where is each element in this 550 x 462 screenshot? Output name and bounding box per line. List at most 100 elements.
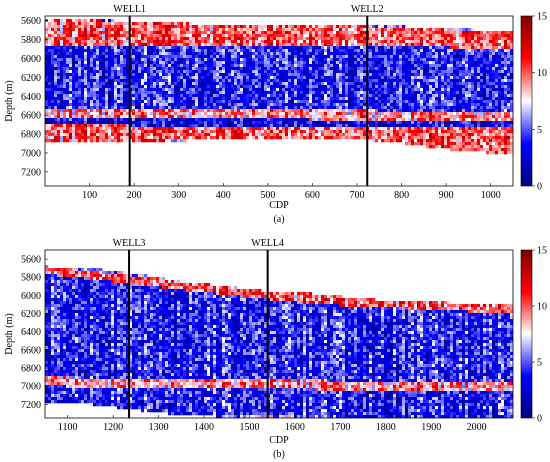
section-cell: [153, 55, 157, 59]
section-cell: [372, 100, 376, 104]
section-cell: [174, 139, 178, 143]
section-cell: [180, 85, 184, 89]
section-cell: [270, 127, 274, 131]
section-cell: [327, 70, 331, 74]
section-cell: [333, 76, 337, 80]
section-cell: [102, 124, 106, 128]
section-cell: [363, 82, 367, 86]
section-cell: [120, 22, 124, 26]
section-cell: [315, 52, 319, 56]
section-cell: [384, 46, 388, 50]
section-cell: [111, 37, 115, 41]
section-cell: [324, 106, 328, 110]
section-cell: [204, 127, 208, 131]
section-cell: [234, 133, 238, 137]
section-cell: [243, 127, 247, 131]
section-cell: [207, 43, 211, 47]
section-cell: [414, 103, 418, 107]
section-cell: [285, 127, 289, 131]
section-cell: [45, 43, 49, 47]
section-cell: [252, 130, 256, 134]
section-cell: [117, 34, 121, 38]
section-cell: [243, 64, 247, 68]
section-cell: [126, 49, 130, 53]
section-cell: [309, 136, 313, 140]
section-cell: [174, 106, 178, 110]
section-cell: [162, 34, 166, 38]
section-cell: [207, 136, 211, 140]
section-cell: [165, 139, 169, 143]
section-cell: [141, 136, 145, 140]
section-cell: [318, 115, 322, 119]
section-cell: [390, 94, 394, 98]
section-cell: [57, 79, 61, 83]
section-cell: [318, 124, 322, 128]
section-cell: [345, 31, 349, 35]
section-cell: [225, 112, 229, 116]
section-cell: [387, 49, 391, 53]
section-cell: [384, 121, 388, 125]
section-cell: [360, 106, 364, 110]
section-cell: [264, 40, 268, 44]
section-cell: [210, 28, 214, 32]
section-cell: [156, 37, 160, 41]
section-cell: [135, 97, 139, 101]
section-cell: [48, 46, 52, 50]
section-cell: [210, 97, 214, 101]
section-cell: [57, 67, 61, 71]
section-cell: [354, 31, 358, 35]
section-cell: [360, 133, 364, 137]
section-cell: [372, 46, 376, 50]
section-cell: [195, 25, 199, 29]
section-cell: [417, 97, 421, 101]
section-cell: [99, 58, 103, 62]
section-cell: [72, 73, 76, 77]
section-cell: [183, 43, 187, 47]
section-cell: [264, 55, 268, 59]
section-cell: [225, 103, 229, 107]
section-cell: [339, 121, 343, 125]
section-cell: [426, 64, 430, 68]
section-cell: [345, 64, 349, 68]
section-cell: [282, 43, 286, 47]
section-cell: [69, 67, 73, 71]
section-cell: [132, 118, 136, 122]
section-cell: [81, 91, 85, 95]
section-cell: [348, 52, 352, 56]
section-cell: [219, 79, 223, 83]
section-cell: [306, 58, 310, 62]
section-cell: [99, 106, 103, 110]
section-cell: [381, 106, 385, 110]
section-cell: [159, 64, 163, 68]
section-cell: [291, 100, 295, 104]
section-cell: [138, 136, 142, 140]
section-cell: [171, 124, 175, 128]
section-cell: [162, 106, 166, 110]
section-cell: [54, 91, 58, 95]
section-cell: [348, 94, 352, 98]
section-cell: [303, 127, 307, 131]
section-cell: [156, 55, 160, 59]
section-cell: [189, 55, 193, 59]
section-cell: [69, 70, 73, 74]
section-cell: [417, 106, 421, 110]
section-cell: [84, 94, 88, 98]
section-cell: [138, 73, 142, 77]
section-cell: [399, 25, 403, 29]
section-cell: [210, 73, 214, 77]
section-cell: [96, 139, 100, 143]
section-cell: [72, 109, 76, 113]
section-cell: [207, 52, 211, 56]
section-cell: [60, 85, 64, 89]
section-cell: [411, 73, 415, 77]
section-cell: [267, 97, 271, 101]
section-cell: [387, 31, 391, 35]
section-cell: [198, 67, 202, 71]
section-cell: [159, 55, 163, 59]
section-cell: [150, 25, 154, 29]
section-cell: [105, 97, 109, 101]
section-cell: [408, 49, 412, 53]
section-cell: [414, 43, 418, 47]
section-cell: [114, 43, 118, 47]
section-cell: [333, 64, 337, 68]
